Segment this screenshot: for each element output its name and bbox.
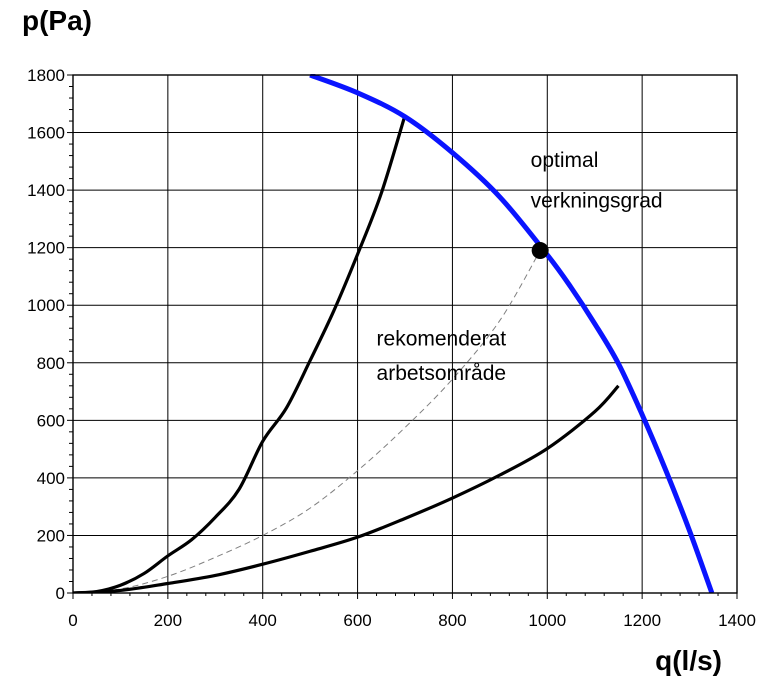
annotation-text: arbetsområde [377,362,507,385]
optimal-point-marker [531,242,549,260]
x-axis-title: q(l/s) [655,645,722,676]
y-tick-label: 1800 [27,66,65,85]
x-tick-label: 1200 [623,611,661,630]
y-tick-label: 1000 [27,296,65,315]
x-tick-label: 600 [343,611,371,630]
x-tick-label: 800 [438,611,466,630]
y-tick-label: 400 [37,469,65,488]
markers-layer [531,242,549,260]
y-axis-title: p(Pa) [22,5,92,36]
x-tick-label: 200 [154,611,182,630]
y-tick-label: 600 [37,411,65,430]
x-tick-label: 1000 [528,611,566,630]
y-tick-label: 1400 [27,181,65,200]
x-axis-tick-labels: 0 200 400 600 800 1000 1200 1400 [68,611,756,630]
fan-pressure-curve [309,74,715,593]
x-tick-label: 0 [68,611,77,630]
series-layer [73,74,715,593]
system-curve-boundary [73,114,407,593]
annotation-text: verkningsgrad [531,189,663,212]
x-tick-label: 400 [249,611,277,630]
y-tick-label: 200 [37,526,65,545]
y-tick-label: 1200 [27,239,65,258]
annotation-text: rekomenderat [377,328,507,351]
grid-lines [73,75,737,593]
annotation-text: optimal [531,149,599,172]
optimal-system-curve [73,250,541,593]
y-tick-label: 800 [37,354,65,373]
system-curve-boundary [73,384,620,593]
y-tick-label: 1600 [27,124,65,143]
x-tick-label: 1400 [718,611,756,630]
plot-frame [72,74,738,594]
y-tick-label: 0 [56,584,65,603]
annotations-layer: optimal verkningsgrad rekomenderat arbetsom… [377,149,663,385]
y-axis-tick-labels: 0 200 400 600 800 1000 1200 1400 1600 1800 [27,66,65,603]
